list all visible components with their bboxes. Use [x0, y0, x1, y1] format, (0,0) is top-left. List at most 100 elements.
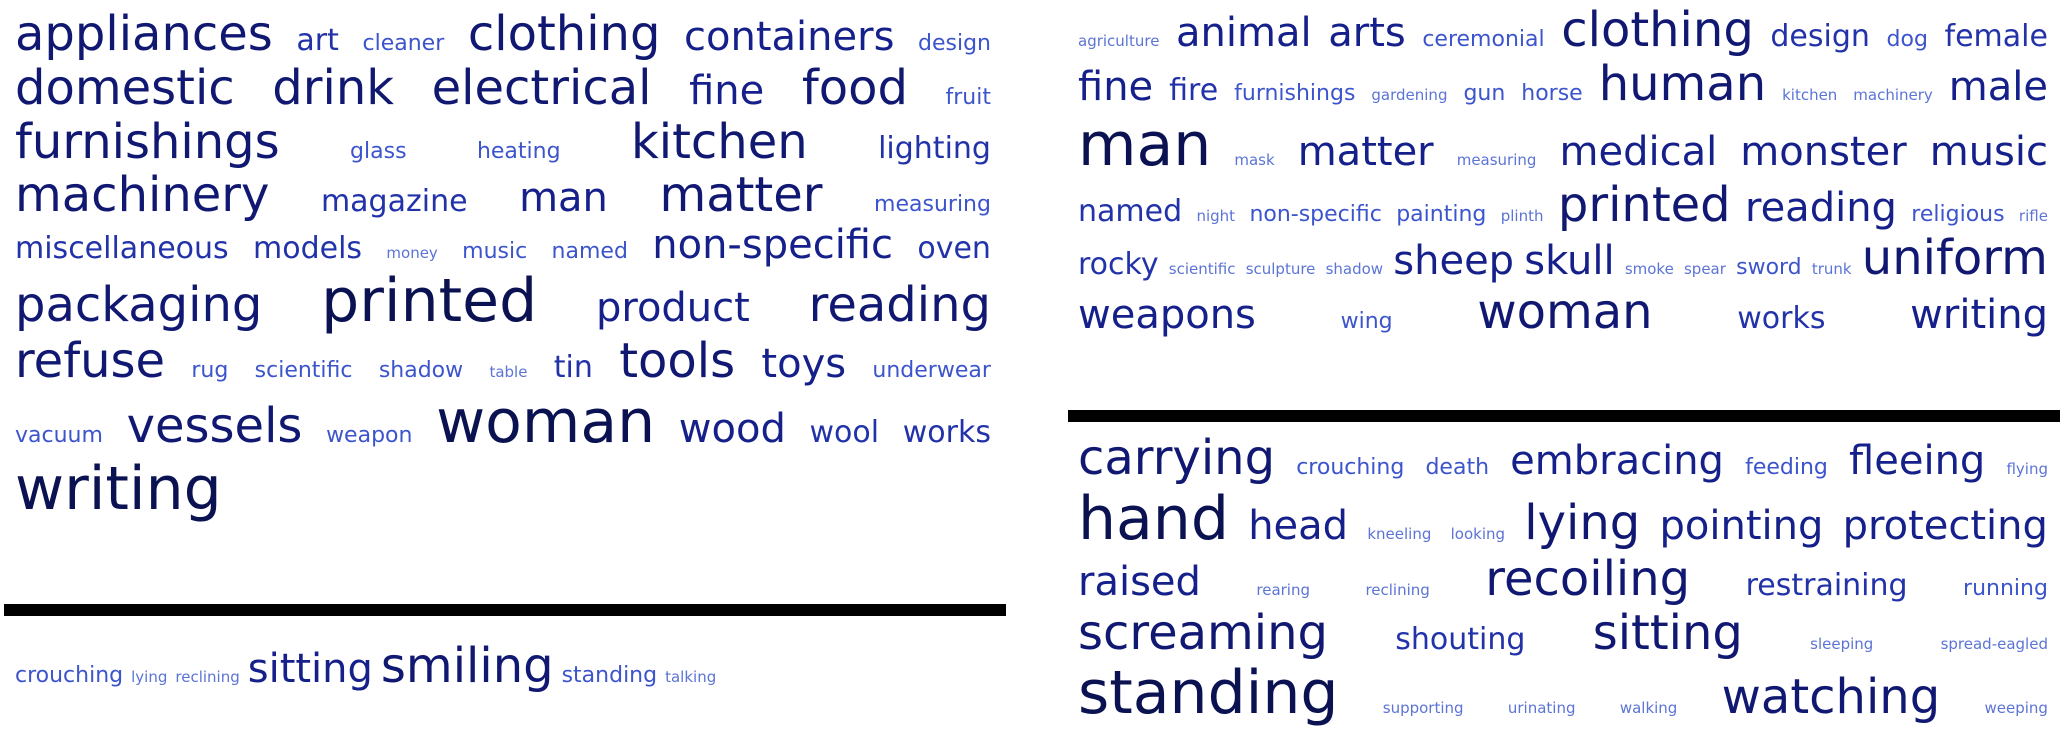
tag-word[interactable]: animal — [1176, 10, 1312, 56]
tag-word[interactable]: kneeling — [1367, 524, 1432, 543]
tag-word[interactable]: electrical — [431, 59, 652, 116]
tag-word[interactable]: weapon — [326, 422, 413, 448]
tag-word[interactable]: protecting — [1842, 502, 2048, 549]
tag-word[interactable]: male — [1948, 63, 2048, 110]
tag-word[interactable]: clothing — [1561, 2, 1754, 58]
tag-word[interactable]: crouching — [15, 663, 124, 688]
tag-word[interactable]: matter — [659, 167, 823, 224]
tag-word[interactable]: design — [1770, 19, 1870, 54]
tag-word[interactable]: sitting — [247, 646, 373, 692]
tag-word[interactable]: drink — [272, 59, 395, 116]
tag-word[interactable]: vessels — [126, 397, 303, 454]
tag-word[interactable]: night — [1196, 206, 1236, 225]
tag-word[interactable]: kitchen — [1782, 85, 1838, 104]
tag-word[interactable]: refuse — [15, 332, 166, 389]
tag-word[interactable]: walking — [1619, 699, 1678, 718]
tag-word[interactable]: restraining — [1745, 567, 1908, 603]
tag-word[interactable]: skull — [1524, 238, 1615, 285]
tag-word[interactable]: horse — [1521, 80, 1583, 106]
tag-word[interactable]: carrying — [1078, 430, 1276, 486]
tag-word[interactable]: wool — [809, 414, 880, 450]
tag-word[interactable]: shadow — [378, 357, 464, 383]
tag-word[interactable]: tin — [553, 349, 593, 385]
tag-word[interactable]: domestic — [15, 59, 235, 116]
tag-word[interactable]: printed — [1557, 176, 1731, 233]
tag-word[interactable]: rug — [191, 357, 229, 383]
tag-word[interactable]: shouting — [1395, 621, 1526, 657]
tag-word[interactable]: human — [1598, 55, 1767, 112]
tag-word[interactable]: sitting — [1592, 604, 1743, 661]
tag-word[interactable]: reclining — [1365, 580, 1430, 599]
tag-word[interactable]: design — [918, 31, 991, 56]
tag-word[interactable]: rearing — [1256, 580, 1310, 599]
tag-word[interactable]: underwear — [872, 357, 991, 383]
tag-word[interactable]: named — [1078, 193, 1183, 229]
tag-word[interactable]: lighting — [878, 130, 991, 166]
tag-word[interactable]: appliances — [15, 6, 273, 62]
tag-word[interactable]: reading — [1745, 184, 1897, 231]
tag-word[interactable]: standing — [561, 663, 658, 688]
tag-word[interactable]: furnishings — [1234, 80, 1356, 106]
tag-word[interactable]: gun — [1463, 80, 1506, 106]
tag-word[interactable]: spear — [1683, 260, 1726, 279]
tag-word[interactable]: man — [1078, 109, 1212, 180]
tag-word[interactable]: sword — [1736, 255, 1802, 281]
tag-word[interactable]: table — [489, 362, 528, 381]
tag-word[interactable]: fruit — [945, 84, 991, 110]
tag-word[interactable]: oven — [917, 231, 991, 266]
tag-word[interactable]: scientific — [254, 357, 353, 383]
tag-word[interactable]: scientific — [1168, 260, 1236, 279]
tag-word[interactable]: spread-eagled — [1940, 634, 2048, 653]
tag-word[interactable]: standing — [1078, 658, 1339, 729]
tag-word[interactable]: feeding — [1745, 455, 1828, 480]
tag-word[interactable]: vacuum — [15, 422, 103, 448]
tag-word[interactable]: machinery — [15, 167, 270, 224]
tag-word[interactable]: reclining — [175, 668, 240, 686]
tag-word[interactable]: smoke — [1624, 260, 1674, 279]
tag-word[interactable]: hand — [1078, 483, 1229, 554]
tag-word[interactable]: female — [1944, 19, 2048, 54]
tag-word[interactable]: packaging — [15, 276, 263, 333]
tag-word[interactable]: fire — [1169, 72, 1219, 108]
tag-word[interactable]: matter — [1297, 128, 1434, 175]
tag-word[interactable]: fleeing — [1849, 438, 1986, 484]
tag-word[interactable]: recoiling — [1485, 550, 1691, 607]
tag-word[interactable]: head — [1248, 502, 1349, 549]
tag-word[interactable]: wing — [1340, 309, 1393, 335]
tag-word[interactable]: running — [1963, 575, 2048, 601]
tag-word[interactable]: talking — [665, 668, 717, 686]
tag-word[interactable]: works — [902, 414, 991, 450]
tag-word[interactable]: raised — [1078, 558, 1201, 605]
tag-word[interactable]: supporting — [1382, 699, 1464, 718]
tag-word[interactable]: watching — [1721, 669, 1941, 726]
tag-word[interactable]: woman — [1477, 284, 1653, 341]
tag-word[interactable]: crouching — [1296, 455, 1405, 480]
tag-word[interactable]: weeping — [1984, 699, 2048, 718]
tag-word[interactable]: non-specific — [1249, 201, 1382, 227]
tag-word[interactable]: urinating — [1507, 699, 1576, 718]
tag-word[interactable]: sheep — [1393, 238, 1515, 285]
tag-word[interactable]: fine — [689, 67, 765, 114]
tag-word[interactable]: works — [1737, 301, 1826, 337]
tag-word[interactable]: pointing — [1659, 502, 1824, 549]
tag-word[interactable]: music — [1929, 128, 2048, 175]
tag-word[interactable]: woman — [436, 386, 656, 457]
tag-word[interactable]: dog — [1886, 27, 1928, 52]
tag-word[interactable]: medical — [1559, 128, 1718, 175]
tag-word[interactable]: gardening — [1371, 85, 1448, 104]
tag-word[interactable]: rifle — [2018, 206, 2048, 225]
tag-word[interactable]: tools — [619, 332, 736, 389]
tag-word[interactable]: containers — [684, 14, 895, 60]
tag-word[interactable]: smiling — [380, 638, 554, 694]
tag-word[interactable]: non-specific — [652, 222, 893, 268]
tag-word[interactable]: writing — [15, 453, 222, 524]
tag-word[interactable]: named — [551, 239, 628, 264]
tag-word[interactable]: heating — [476, 138, 561, 164]
tag-word[interactable]: flying — [2006, 460, 2048, 478]
tag-word[interactable]: sleeping — [1810, 634, 1874, 653]
tag-word[interactable]: magazine — [320, 184, 468, 220]
tag-word[interactable]: reading — [808, 276, 991, 333]
tag-word[interactable]: uniform — [1861, 230, 2048, 287]
tag-word[interactable]: art — [296, 23, 339, 58]
tag-word[interactable]: plinth — [1500, 206, 1544, 225]
